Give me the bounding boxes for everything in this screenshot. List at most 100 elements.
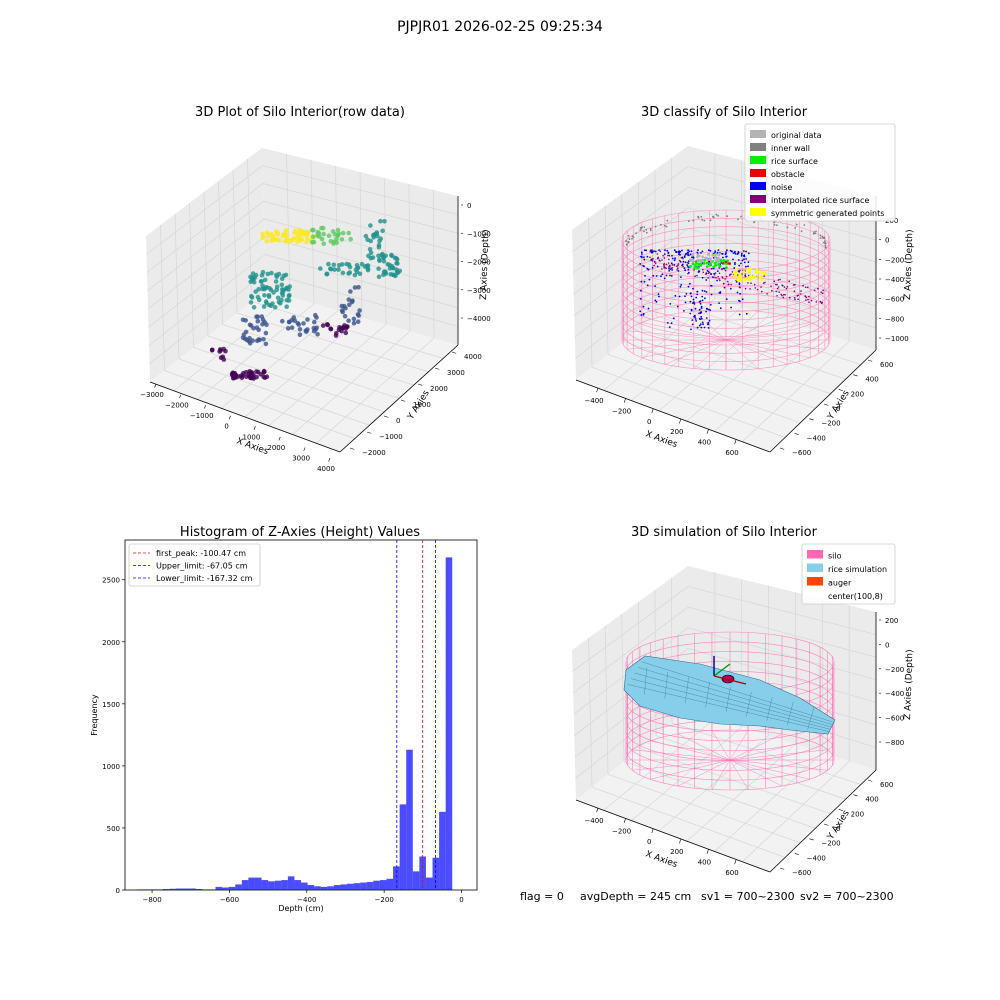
classify3d-point-interp <box>782 285 784 287</box>
classify3d-point-wall <box>795 223 798 226</box>
classify3d-y-tick-label: −600 <box>792 449 811 457</box>
grid-line <box>207 335 400 399</box>
classify3d-point-noise <box>719 307 722 310</box>
grid-line <box>686 324 796 422</box>
histogram-y-tick-label: 2000 <box>102 639 120 647</box>
raw3d-point <box>243 318 248 323</box>
silo-floor-spoke <box>664 339 727 365</box>
classify3d-point-wall <box>776 224 778 227</box>
histogram-bar <box>301 882 308 890</box>
grid-line <box>607 773 801 844</box>
classify3d-point-noise <box>701 250 704 253</box>
raw3d-point <box>335 227 341 233</box>
classify3d-point-wall <box>700 216 703 218</box>
classify3d-point-interp <box>770 285 772 288</box>
classify3d-point-noise <box>639 310 642 313</box>
classify3d-point-wall <box>631 235 634 238</box>
classify3d-point-interp <box>661 268 663 270</box>
raw3d-point <box>255 369 261 375</box>
raw3d-point <box>311 227 316 233</box>
classify3d-point-wall <box>643 230 645 233</box>
classify3d-point-wall <box>773 221 776 224</box>
raw3d-point <box>255 318 261 324</box>
raw3d-title: 3D Plot of Silo Interior(row data) <box>195 105 405 120</box>
y-axis-line <box>769 349 877 453</box>
raw3d-zlabel: Z Axies (Depth) <box>479 229 491 300</box>
raw3d-point <box>321 231 326 237</box>
classify3d-point-noise <box>708 319 711 322</box>
classify3d-point-noise <box>722 256 724 259</box>
raw3d-y-tick-label: 3000 <box>447 369 465 377</box>
classify3d-point-noise <box>651 266 654 269</box>
histogram-bar <box>366 881 374 890</box>
classify3d-point-interp <box>718 272 721 275</box>
classify3d-point-noise <box>708 308 710 311</box>
raw3d-x-tick-mark <box>328 457 331 462</box>
raw3d-point <box>262 277 268 283</box>
grid-line <box>573 207 689 295</box>
simulation3d-y-tick-label: 200 <box>851 810 864 818</box>
raw3d-point <box>240 373 245 379</box>
classify3d-point-interp <box>719 279 721 282</box>
classify3d-point-interp <box>731 271 734 273</box>
legend-label: symmetric generated points <box>771 209 884 218</box>
raw3d-point <box>250 277 255 283</box>
classify3d-point-interp <box>763 275 765 277</box>
raw3d-point <box>265 271 271 277</box>
raw3d-point <box>280 318 285 324</box>
raw3d-z-tick-label: 0 <box>467 202 471 210</box>
classify3d-point-interp <box>817 287 819 290</box>
classify3d-point-noise <box>737 259 740 261</box>
legend-frame <box>744 123 896 222</box>
classify3d-point-noise <box>700 326 703 329</box>
grid-line <box>639 748 831 815</box>
histogram-bar <box>136 889 144 890</box>
classify3d-point-wall <box>643 226 646 228</box>
raw3d-x-tick-label: 3000 <box>292 454 310 462</box>
classify3d-x-tick-label: −200 <box>612 407 631 415</box>
raw3d-point <box>340 230 346 236</box>
raw3d-point <box>368 250 374 256</box>
histogram-bar <box>307 885 315 890</box>
classify3d-point-noise <box>730 306 732 309</box>
classify3d-point-noise <box>655 300 658 303</box>
grid-line <box>575 269 689 359</box>
classify3d-point-noise <box>671 269 673 271</box>
grid-line <box>687 606 877 658</box>
classify3d-point-interp <box>797 298 799 301</box>
classify3d-point-interp <box>794 298 796 301</box>
classify3d-point-noise <box>740 252 743 255</box>
classify3d-point-noise <box>700 305 703 308</box>
surface-mesh-line <box>634 672 832 728</box>
classify3d-point-wall <box>726 215 729 218</box>
classify3d-point-noise <box>639 263 642 265</box>
raw3d-point <box>344 261 350 267</box>
silo-floor-spoke <box>729 740 810 761</box>
classify3d-point-noise <box>704 297 706 300</box>
classify3d-point-noise <box>743 261 746 264</box>
classify3d-point-interp <box>654 261 656 264</box>
status-flag: flag = 0 <box>520 890 564 903</box>
classify3d-point-symmetric <box>736 278 739 282</box>
classify3d-point-noise <box>707 323 710 326</box>
classify3d-point-noise <box>694 318 697 320</box>
classify3d-point-noise <box>700 315 703 318</box>
classify3d-point-noise <box>669 303 672 305</box>
silo-floor-spoke <box>729 759 783 787</box>
classify3d-point-wall <box>627 234 630 237</box>
classify3d-point-interp <box>789 296 791 299</box>
classify3d-point-interp <box>705 273 707 276</box>
raw3d-y-tick-label: −1000 <box>379 433 403 441</box>
classify3d-point-symmetric <box>761 270 765 274</box>
classify3d-point-interp <box>713 274 716 276</box>
classify3d-point-interp <box>785 287 788 290</box>
grid-line <box>603 718 716 811</box>
simulation3d-y-tick-label: −200 <box>821 840 840 848</box>
grid-line <box>588 217 593 368</box>
silo-floor-spoke <box>725 315 788 341</box>
raw3d-point <box>381 269 387 275</box>
silo-floor-spoke <box>693 311 727 341</box>
histogram-bar <box>149 889 157 890</box>
classify3d-y-tick-label: −400 <box>807 434 826 442</box>
histogram-bar <box>419 856 426 890</box>
